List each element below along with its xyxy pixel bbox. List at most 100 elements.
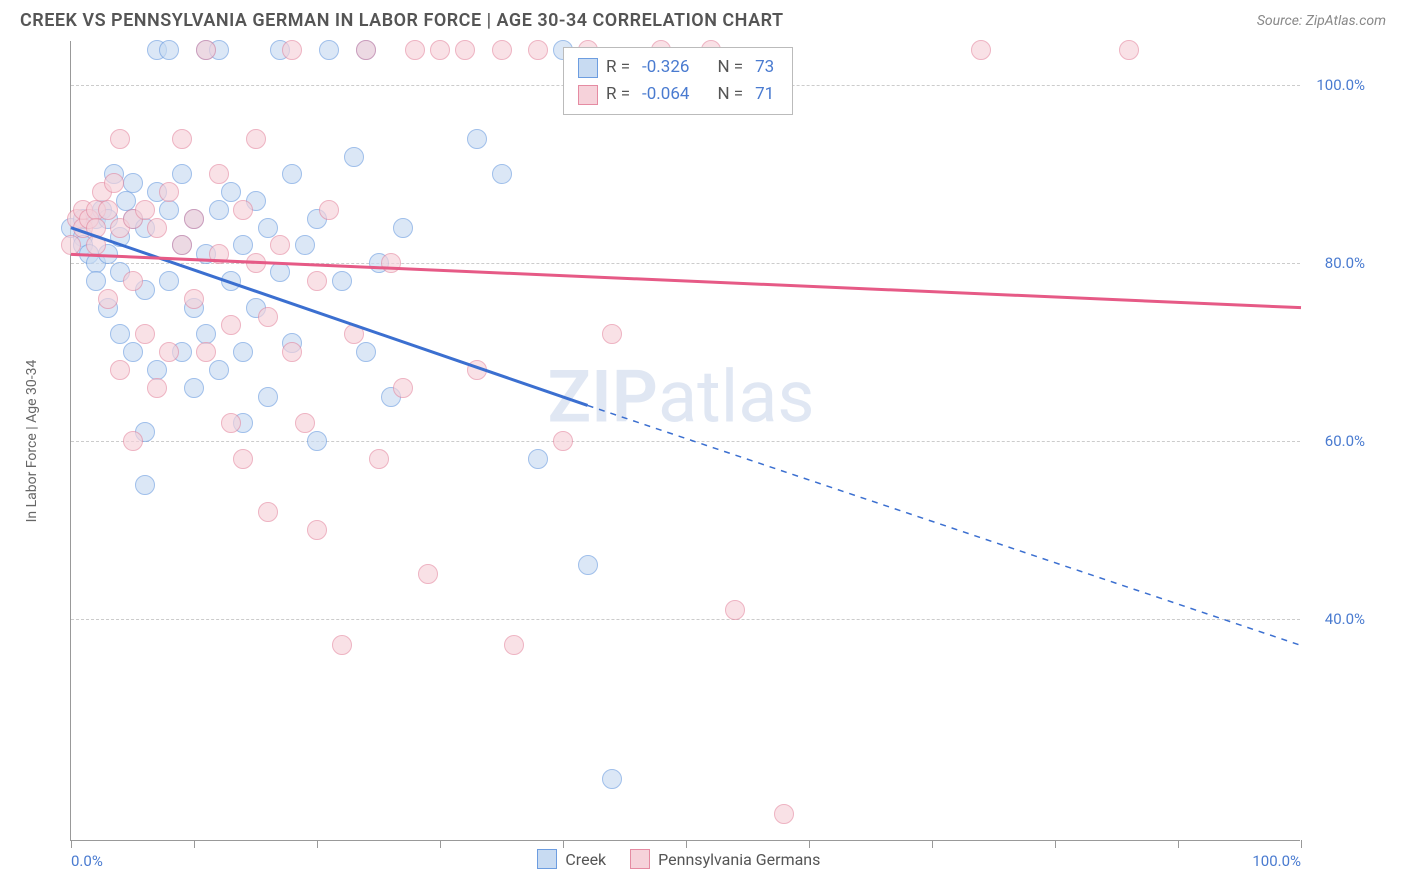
data-point	[86, 271, 106, 291]
data-point	[504, 635, 524, 655]
n-label: N =	[717, 54, 743, 81]
data-point	[270, 262, 290, 282]
x-tick	[194, 840, 195, 848]
data-point	[405, 40, 425, 60]
data-point	[344, 324, 364, 344]
legend-item: Pennsylvania Germans	[630, 849, 820, 869]
x-tick	[809, 840, 810, 848]
chart-header: CREEK VS PENNSYLVANIA GERMAN IN LABOR FO…	[0, 0, 1406, 37]
data-point	[233, 449, 253, 469]
x-tick	[1055, 840, 1056, 848]
x-tick	[1301, 840, 1302, 848]
data-point	[467, 360, 487, 380]
data-point	[147, 378, 167, 398]
data-point	[159, 271, 179, 291]
data-point	[221, 315, 241, 335]
data-point	[344, 147, 364, 167]
y-tick-label: 80.0%	[1325, 254, 1365, 272]
gridline	[71, 619, 1300, 620]
data-point	[172, 129, 192, 149]
data-point	[492, 40, 512, 60]
data-point	[209, 360, 229, 380]
data-point	[221, 271, 241, 291]
chart-title: CREEK VS PENNSYLVANIA GERMAN IN LABOR FO…	[20, 10, 784, 31]
data-point	[184, 209, 204, 229]
data-point	[602, 324, 622, 344]
data-point	[209, 200, 229, 220]
x-tick	[1178, 840, 1179, 848]
data-point	[110, 324, 130, 344]
r-label: R =	[606, 54, 630, 81]
chart-source: Source: ZipAtlas.com	[1257, 13, 1386, 29]
data-point	[528, 449, 548, 469]
data-point	[295, 235, 315, 255]
n-value: 71	[755, 81, 774, 108]
data-point	[467, 129, 487, 149]
data-point	[282, 164, 302, 184]
data-point	[86, 235, 106, 255]
data-point	[184, 378, 204, 398]
n-label: N =	[717, 81, 743, 108]
data-point	[307, 431, 327, 451]
legend-label: Creek	[565, 850, 606, 869]
stats-row: R =-0.064N =71	[578, 81, 778, 108]
data-point	[209, 164, 229, 184]
y-axis-label: In Labor Force | Age 30-34	[24, 360, 40, 523]
data-point	[319, 200, 339, 220]
data-point	[381, 253, 401, 273]
legend-label: Pennsylvania Germans	[658, 850, 820, 869]
data-point	[528, 40, 548, 60]
legend-swatch	[630, 849, 650, 869]
r-value: -0.326	[642, 54, 689, 81]
data-point	[221, 413, 241, 433]
data-point	[123, 271, 143, 291]
data-point	[307, 271, 327, 291]
data-point	[393, 218, 413, 238]
legend-item: Creek	[537, 849, 606, 869]
data-point	[430, 40, 450, 60]
data-point	[172, 235, 192, 255]
data-point	[184, 289, 204, 309]
data-point	[971, 40, 991, 60]
data-point	[98, 289, 118, 309]
x-tick-label: 100.0%	[1252, 852, 1301, 870]
data-point	[221, 182, 241, 202]
y-tick-label: 100.0%	[1316, 76, 1365, 94]
data-point	[246, 253, 266, 273]
data-point	[172, 164, 192, 184]
stats-row: R =-0.326N =73	[578, 54, 778, 81]
data-point	[578, 555, 598, 575]
data-point	[159, 200, 179, 220]
x-tick	[440, 840, 441, 848]
x-tick	[563, 840, 564, 848]
x-tick	[71, 840, 72, 848]
r-value: -0.064	[642, 81, 689, 108]
data-point	[135, 475, 155, 495]
data-point	[258, 502, 278, 522]
x-tick	[317, 840, 318, 848]
legend: Creek Pennsylvania Germans	[537, 849, 820, 869]
data-point	[553, 431, 573, 451]
data-point	[332, 635, 352, 655]
data-point	[282, 342, 302, 362]
stats-box: R =-0.326N =73R =-0.064N =71	[563, 47, 793, 115]
data-point	[602, 769, 622, 789]
data-point	[123, 431, 143, 451]
x-tick	[686, 840, 687, 848]
data-point	[159, 342, 179, 362]
data-point	[319, 40, 339, 60]
data-point	[270, 235, 290, 255]
data-point	[159, 40, 179, 60]
data-point	[369, 449, 389, 469]
data-point	[1119, 40, 1139, 60]
correlation-chart: 40.0%60.0%80.0%100.0%0.0%100.0%ZIPatlasR…	[20, 37, 1386, 881]
data-point	[233, 235, 253, 255]
data-point	[61, 235, 81, 255]
data-point	[110, 360, 130, 380]
y-tick-label: 40.0%	[1325, 610, 1365, 628]
data-point	[356, 40, 376, 60]
data-point	[98, 200, 118, 220]
data-point	[123, 342, 143, 362]
data-point	[258, 307, 278, 327]
data-point	[135, 200, 155, 220]
